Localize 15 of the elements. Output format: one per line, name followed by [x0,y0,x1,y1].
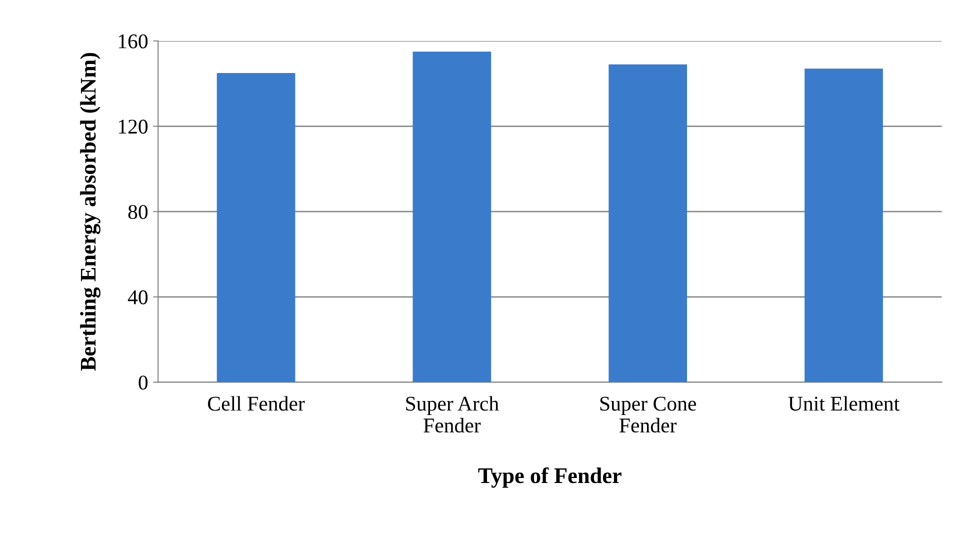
x-tick-label: Super Cone Fender [600,396,696,433]
bar [216,72,296,382]
bar [412,52,492,382]
y-tick-label: 160 [118,34,148,48]
x-tick-label: Super Arch Fender [406,396,499,433]
x-tick-label: Cell Fender [208,396,305,411]
bar [608,64,688,382]
y-axis-title: Berthing Energy absorbed (kNm) [80,52,100,371]
y-tick-label: 120 [118,120,148,134]
x-tick-label: Unit Element [788,396,900,411]
x-axis-title: Type of Fender [478,467,622,488]
y-tick-label: 40 [128,290,148,304]
y-tick-label: 0 [138,376,148,390]
y-tick-label: 80 [128,204,148,220]
bar [804,68,883,382]
